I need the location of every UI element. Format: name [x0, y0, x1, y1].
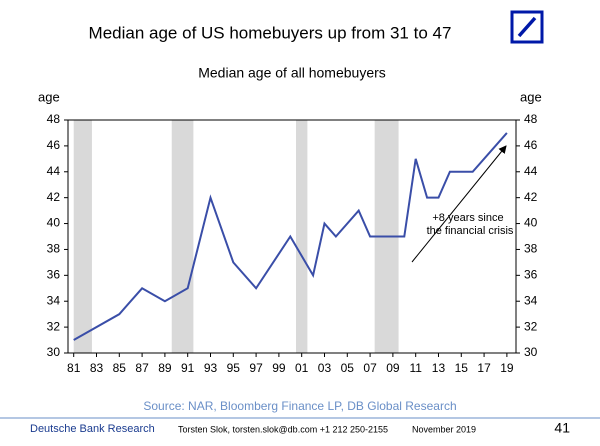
- y-tick-label: 34: [47, 293, 61, 307]
- y2-tick-label: 32: [524, 319, 538, 333]
- chart-subtitle: Median age of all homebuyers: [198, 65, 386, 81]
- y-axis-label: age: [38, 89, 60, 104]
- y2-tick-label: 44: [524, 164, 538, 178]
- y2-tick-label: 48: [524, 112, 538, 126]
- y-tick-label: 42: [47, 190, 61, 204]
- annotation: the financial crisis: [427, 225, 514, 237]
- x-tick-label: 05: [341, 361, 355, 375]
- x-tick-label: 17: [477, 361, 491, 375]
- x-tick-label: 85: [113, 361, 127, 375]
- y2-tick-label: 34: [524, 293, 538, 307]
- x-tick-label: 81: [67, 361, 81, 375]
- x-tick-label: 99: [272, 361, 286, 375]
- y2-tick-label: 40: [524, 216, 538, 230]
- footer-brand: Deutsche Bank Research: [30, 423, 155, 435]
- x-tick-label: 89: [158, 361, 172, 375]
- x-tick-label: 13: [432, 361, 446, 375]
- y-tick-label: 40: [47, 216, 61, 230]
- page-number: 41: [554, 420, 570, 436]
- annotation-arrow: [411, 145, 507, 263]
- recession-band: [295, 120, 308, 353]
- chart-title: Median age of US homebuyers up from 31 t…: [89, 23, 452, 42]
- y2-tick-label: 36: [524, 268, 538, 282]
- x-tick-label: 03: [318, 361, 332, 375]
- footer-author: Torsten Slok, torsten.slok@db.com +1 212…: [178, 424, 388, 434]
- plot-frame: [67, 119, 517, 354]
- x-tick-label: 83: [90, 361, 104, 375]
- data-line: [73, 132, 508, 341]
- y-tick-label: 30: [47, 345, 61, 359]
- y2-tick-label: 46: [524, 138, 538, 152]
- x-tick-label: 09: [386, 361, 400, 375]
- y-tick-label: 48: [47, 112, 61, 126]
- x-tick-label: 11: [409, 361, 422, 375]
- y2-tick-label: 38: [524, 242, 538, 256]
- y-tick-label: 32: [47, 319, 61, 333]
- y-tick-label: 38: [47, 242, 61, 256]
- x-tick-label: 19: [500, 361, 514, 375]
- annotation: +8 years since: [432, 212, 503, 224]
- x-tick-label: 07: [363, 361, 377, 375]
- y2-axis-label: age: [520, 89, 542, 104]
- y-tick-label: 36: [47, 268, 61, 282]
- footer-date: November 2019: [412, 424, 476, 434]
- y-tick-label: 46: [47, 138, 61, 152]
- y-tick-label: 44: [47, 164, 61, 178]
- x-tick-label: 91: [181, 361, 195, 375]
- recession-band: [171, 120, 194, 353]
- x-tick-label: 97: [249, 361, 263, 375]
- source: Source: NAR, Bloomberg Finance LP, DB Gl…: [143, 399, 456, 413]
- x-tick-label: 15: [455, 361, 469, 375]
- y2-tick-label: 42: [524, 190, 538, 204]
- y2-tick-label: 30: [524, 345, 538, 359]
- x-tick-label: 01: [295, 361, 309, 375]
- x-tick-label: 87: [135, 361, 149, 375]
- x-tick-label: 93: [204, 361, 218, 375]
- logo: [510, 10, 544, 44]
- x-tick-label: 95: [227, 361, 241, 375]
- recession-band: [73, 120, 92, 353]
